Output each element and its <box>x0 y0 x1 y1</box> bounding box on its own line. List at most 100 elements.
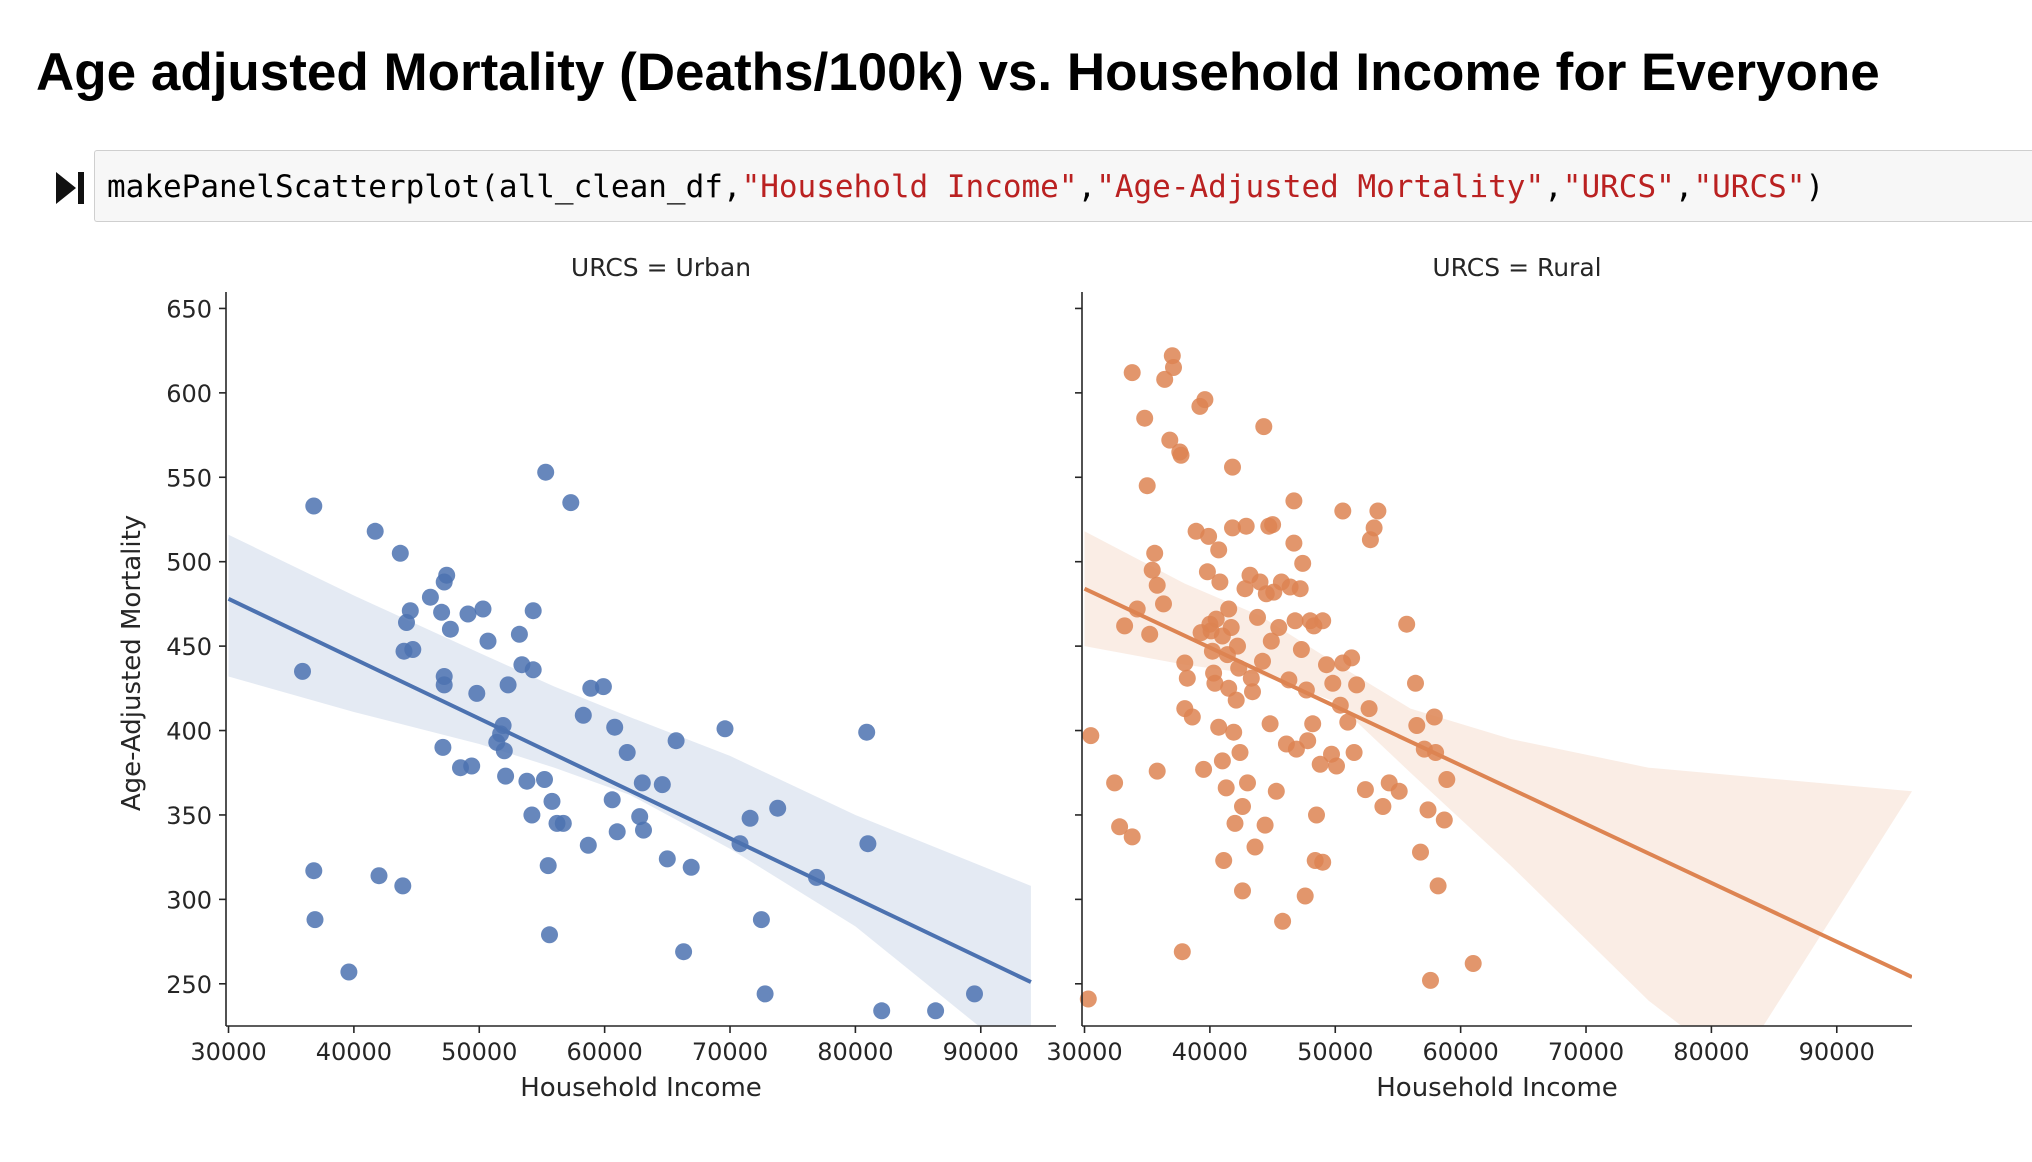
data-point <box>1438 771 1456 788</box>
data-point <box>391 544 409 562</box>
code-sep-3: , <box>1674 169 1694 205</box>
data-point <box>404 641 422 658</box>
x-tick-label: 50000 <box>441 1038 517 1066</box>
data-point <box>1311 755 1329 773</box>
data-point <box>510 625 528 643</box>
data-point <box>305 862 323 880</box>
data-point <box>1123 364 1141 382</box>
data-point <box>1264 516 1282 534</box>
data-point <box>1286 612 1304 630</box>
data-point <box>1123 828 1141 846</box>
y-tick-label: 550 <box>166 464 212 492</box>
data-point <box>1408 717 1426 734</box>
data-point <box>1356 781 1374 799</box>
data-point <box>1254 652 1271 670</box>
data-point <box>1183 708 1201 726</box>
data-point <box>474 600 492 618</box>
data-point <box>1334 502 1352 520</box>
data-point <box>1285 534 1303 552</box>
data-point <box>1422 971 1439 989</box>
data-point <box>1237 517 1255 535</box>
data-point <box>1207 610 1225 628</box>
data-point <box>1227 691 1245 709</box>
data-point <box>1236 580 1254 598</box>
data-point <box>1138 477 1156 495</box>
data-point <box>1082 727 1100 745</box>
data-point <box>1292 641 1310 658</box>
data-point <box>433 603 451 621</box>
data-point <box>1374 798 1392 815</box>
run-cell-icon[interactable] <box>50 168 90 208</box>
data-point <box>1079 990 1097 1008</box>
data-point <box>1270 619 1288 636</box>
data-point <box>421 588 439 606</box>
x-tick-label: 50000 <box>1297 1038 1373 1066</box>
data-point <box>1172 446 1190 464</box>
data-point <box>1345 744 1363 761</box>
data-point <box>438 566 456 584</box>
x-tick-label: 30000 <box>1046 1038 1122 1066</box>
data-point <box>1369 502 1387 520</box>
data-point <box>1195 760 1213 778</box>
data-point <box>574 706 592 724</box>
data-point <box>579 836 597 854</box>
data-point <box>1155 595 1172 613</box>
x-tick-label: 40000 <box>1172 1038 1248 1066</box>
data-point <box>1234 882 1251 900</box>
data-point <box>653 776 671 794</box>
data-point <box>756 985 774 1003</box>
code-close: ) <box>1805 169 1825 205</box>
data-point <box>1242 669 1260 687</box>
code-function: makePanelScatterplot(all_clean_df, <box>107 169 742 205</box>
code-sep-2: , <box>1544 169 1563 205</box>
panel-scatterplot: 250 300 350 400 450 500 550 600 650 30000 40000 500… <box>117 253 1912 1103</box>
data-point <box>1226 814 1244 832</box>
data-point <box>543 792 561 810</box>
data-point <box>1206 674 1224 692</box>
y-tick-label: 400 <box>166 718 212 746</box>
data-point <box>741 809 759 827</box>
data-point <box>401 602 419 620</box>
code-cell[interactable]: makePanelScatterplot(all_clean_df,"House… <box>94 150 2032 222</box>
y-tick-label: 650 <box>166 295 212 323</box>
data-point <box>1196 391 1214 409</box>
data-point <box>1291 580 1309 598</box>
data-point <box>524 661 542 679</box>
data-point <box>523 806 541 824</box>
y-tick-label: 600 <box>166 380 212 408</box>
code-arg-x: "Household Income" <box>741 169 1078 205</box>
data-point <box>1213 752 1231 770</box>
data-point <box>859 835 877 853</box>
data-point <box>1339 713 1357 731</box>
data-point <box>370 867 388 885</box>
data-point <box>1156 370 1174 388</box>
data-point <box>1294 554 1312 572</box>
data-point <box>1274 912 1292 930</box>
data-point <box>1143 561 1161 579</box>
data-point <box>1224 458 1241 476</box>
data-point <box>658 850 676 868</box>
data-point <box>1318 656 1335 674</box>
data-point <box>1464 955 1482 972</box>
data-point <box>1285 492 1303 510</box>
data-point <box>606 718 624 736</box>
data-point <box>1222 619 1240 636</box>
data-point <box>294 662 311 680</box>
data-point <box>1198 563 1216 581</box>
data-point <box>1304 715 1322 733</box>
x-tick-label: 70000 <box>1548 1038 1624 1066</box>
confidence-band-1 <box>1084 531 1912 1026</box>
data-point <box>927 1002 945 1020</box>
code-input[interactable]: makePanelScatterplot(all_clean_df,"House… <box>107 169 1824 205</box>
data-point <box>1173 943 1191 961</box>
data-point <box>394 877 412 895</box>
data-point <box>752 911 770 929</box>
data-point <box>1178 669 1196 687</box>
data-point <box>1328 757 1345 775</box>
data-point <box>1148 576 1166 594</box>
data-point <box>1419 801 1437 819</box>
data-point <box>1106 774 1124 792</box>
data-point <box>618 744 636 761</box>
data-point <box>554 814 572 832</box>
data-point <box>1249 608 1266 626</box>
